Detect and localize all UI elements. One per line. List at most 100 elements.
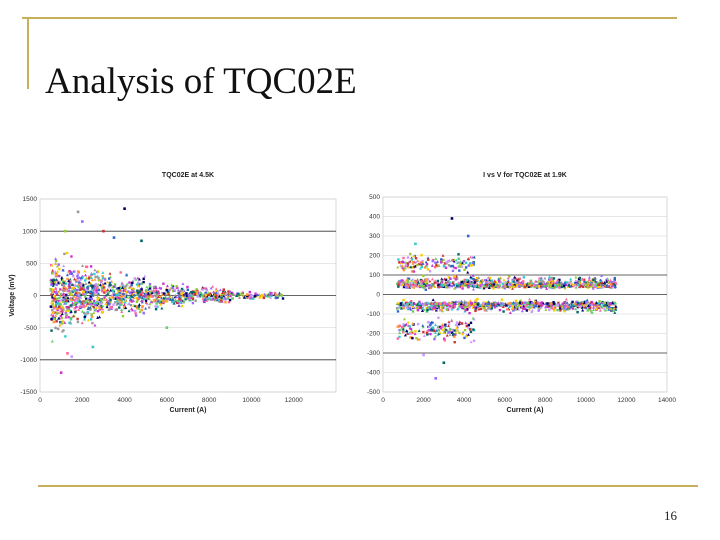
data-point	[544, 308, 548, 312]
data-point	[104, 302, 108, 306]
data-point	[66, 309, 70, 312]
data-point	[153, 299, 157, 303]
data-point	[523, 284, 527, 288]
outlier-point	[450, 217, 454, 220]
data-point	[93, 291, 97, 294]
data-point	[471, 263, 474, 267]
data-point	[51, 284, 55, 287]
data-point	[191, 290, 194, 294]
data-point	[522, 280, 525, 283]
data-point	[231, 297, 234, 300]
data-point	[187, 293, 191, 297]
data-point	[91, 321, 94, 325]
data-point	[515, 281, 519, 285]
data-point	[51, 308, 54, 312]
data-point	[600, 279, 604, 283]
data-point	[452, 276, 456, 279]
data-point	[61, 292, 65, 296]
data-point	[103, 291, 106, 294]
data-point	[428, 279, 432, 283]
data-point	[453, 335, 456, 339]
data-point	[185, 294, 189, 298]
data-point	[102, 297, 106, 301]
data-point	[83, 315, 86, 319]
data-point	[78, 299, 82, 303]
data-point	[455, 326, 459, 329]
data-point	[447, 264, 451, 267]
data-point	[128, 291, 132, 295]
data-point	[506, 276, 510, 280]
data-point	[611, 306, 614, 310]
data-point	[96, 282, 100, 286]
data-point	[547, 302, 551, 306]
data-point	[221, 296, 225, 300]
data-point	[135, 291, 138, 294]
data-point	[131, 308, 135, 312]
data-point	[440, 280, 444, 284]
data-point	[502, 278, 506, 282]
data-point	[179, 289, 183, 292]
data-point	[60, 322, 64, 325]
data-point	[123, 285, 126, 289]
data-point	[145, 295, 149, 299]
outlier-point	[66, 352, 69, 355]
data-point	[594, 304, 597, 308]
data-point	[108, 271, 112, 275]
data-point	[147, 288, 151, 291]
data-point	[469, 303, 472, 306]
data-point	[517, 277, 521, 281]
data-point	[155, 302, 158, 305]
data-point	[122, 306, 126, 309]
data-point	[468, 328, 472, 331]
data-point	[204, 299, 208, 302]
data-point	[52, 311, 55, 314]
data-point	[590, 300, 593, 304]
data-point	[405, 329, 409, 333]
data-point	[451, 333, 455, 336]
data-point	[63, 285, 66, 288]
data-point	[177, 301, 180, 305]
data-point	[165, 288, 169, 292]
data-point	[414, 257, 418, 260]
data-point	[405, 305, 409, 309]
data-point	[134, 277, 138, 281]
data-point	[82, 287, 86, 291]
data-point	[515, 277, 518, 280]
data-point	[398, 305, 402, 309]
data-point	[223, 290, 227, 294]
data-point	[101, 283, 105, 286]
data-point	[98, 306, 102, 310]
data-point	[396, 310, 400, 313]
data-point	[88, 298, 91, 302]
data-point	[152, 285, 156, 289]
data-point	[202, 300, 206, 303]
data-point	[76, 294, 80, 298]
data-point	[434, 257, 438, 260]
data-point	[140, 308, 143, 312]
data-point	[94, 304, 97, 307]
data-point	[472, 317, 476, 321]
data-point	[450, 284, 453, 288]
data-point	[399, 306, 403, 310]
data-point	[396, 325, 399, 328]
data-point	[126, 302, 130, 306]
data-point	[457, 299, 461, 303]
data-point	[107, 285, 111, 289]
data-point	[137, 303, 141, 306]
data-point	[553, 283, 557, 287]
data-point	[493, 302, 497, 306]
data-point	[402, 329, 406, 333]
data-point	[464, 266, 468, 269]
data-point	[468, 262, 472, 265]
data-point	[59, 292, 63, 296]
data-point	[62, 281, 66, 285]
data-point	[519, 303, 523, 307]
data-point	[540, 303, 544, 307]
data-point	[62, 329, 65, 332]
data-point	[416, 280, 420, 284]
x-tick-label: 6000	[497, 397, 512, 404]
data-point	[215, 289, 219, 292]
data-point	[104, 298, 108, 301]
data-point	[134, 305, 138, 308]
data-point	[588, 307, 592, 311]
